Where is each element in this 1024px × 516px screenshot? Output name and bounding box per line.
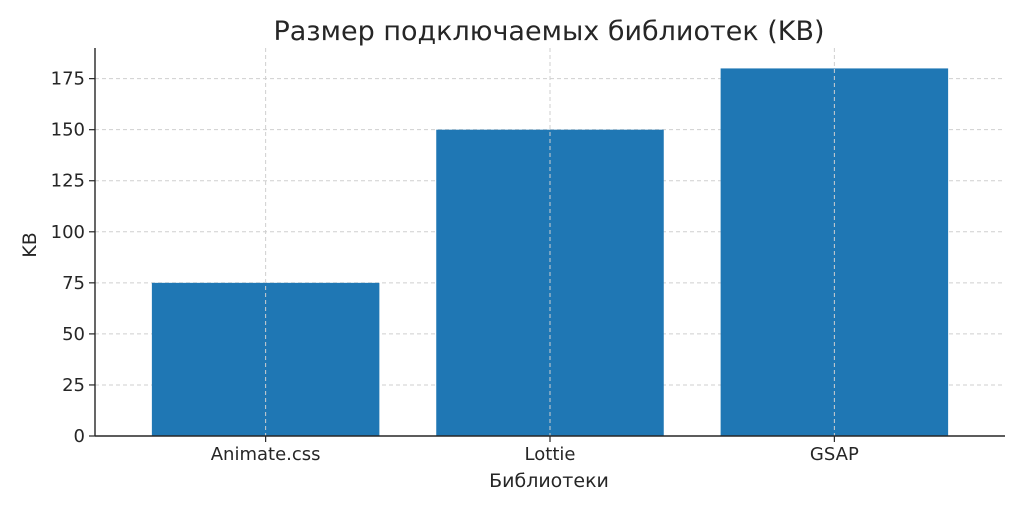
ticks-layer: 0 25 50 75 100 125 150 175 Animate.css Lottie GSAP <box>51 69 859 465</box>
y-tick-label: 150 <box>51 120 85 141</box>
y-tick-label: 0 <box>74 426 85 447</box>
y-tick-label: 50 <box>62 324 85 345</box>
x-tick-label: Lottie <box>525 444 576 465</box>
y-tick-label: 175 <box>51 69 85 90</box>
x-tick-label: Animate.css <box>211 444 321 465</box>
y-tick-label: 25 <box>62 375 85 396</box>
y-axis-label: KB <box>19 232 41 258</box>
y-tick-label: 125 <box>51 171 85 192</box>
y-tick-label: 100 <box>51 222 85 243</box>
x-axis-label: Библиотеки <box>489 470 609 492</box>
chart-title: Размер подключаемых библиотек (KB) <box>273 16 824 47</box>
x-tick-label: GSAP <box>810 444 859 465</box>
bars-layer <box>151 68 949 436</box>
y-tick-label: 75 <box>62 273 85 294</box>
